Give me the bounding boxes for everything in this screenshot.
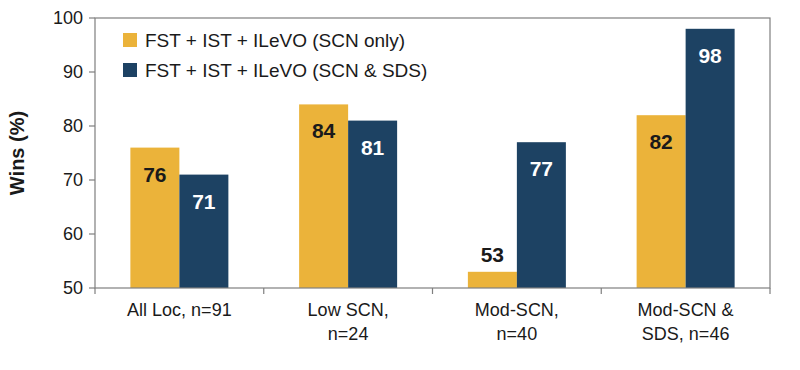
x-tick-label: Low SCN, n=24 (308, 300, 389, 344)
chart-container: 76 84 53 82 71 81 77 98 50 60 70 80 90 100 All Loc, n=… (0, 0, 800, 370)
bar (179, 175, 228, 288)
x-tick-label: Mod-SCN, n=40 (475, 300, 559, 344)
legend-swatch (123, 63, 137, 77)
data-label: 71 (192, 190, 216, 213)
bar (686, 29, 735, 288)
x-tick-label-line: Low SCN, (308, 300, 389, 320)
legend-swatch (123, 33, 137, 47)
x-tick-label-line: n=24 (328, 324, 369, 344)
x-tick-label-line: n=40 (497, 324, 538, 344)
y-tick-label: 50 (63, 278, 83, 298)
legend-label: FST + IST + ILeVO (SCN & SDS) (145, 60, 427, 81)
y-tick (89, 233, 95, 234)
data-label: 77 (530, 157, 553, 180)
x-tick-label: All Loc, n=91 (127, 300, 232, 320)
y-tick-label: 70 (63, 170, 83, 190)
x-tick (601, 288, 602, 294)
x-tick (263, 288, 264, 294)
bars (130, 29, 734, 288)
data-label: 84 (312, 119, 336, 142)
legend: FST + IST + ILeVO (SCN only) FST + IST + … (123, 30, 427, 81)
data-label: 81 (361, 136, 385, 159)
data-label: 82 (649, 130, 672, 153)
y-tick (89, 179, 95, 180)
y-tick-label: 60 (63, 224, 83, 244)
x-tick-label-line: All Loc, n=91 (127, 300, 232, 320)
x-tick (432, 288, 433, 294)
data-label: 76 (143, 163, 166, 186)
bar (130, 148, 179, 288)
x-tick-label-line: Mod-SCN, (475, 300, 559, 320)
chart-svg: 76 84 53 82 71 81 77 98 50 60 70 80 90 100 All Loc, n=… (0, 0, 800, 370)
x-tick-label: Mod-SCN & SDS, n=46 (638, 300, 734, 344)
plot-frame (95, 18, 770, 288)
y-tick-label: 90 (63, 62, 83, 82)
data-labels: 76 84 53 82 71 81 77 98 (143, 44, 722, 266)
bar (468, 272, 517, 288)
x-tick-label-line: SDS, n=46 (642, 324, 730, 344)
y-tick (89, 125, 95, 126)
y-tick (89, 71, 95, 72)
bar (299, 104, 348, 288)
y-tick (89, 287, 95, 288)
y-tick (89, 17, 95, 18)
x-tick (769, 288, 770, 294)
y-tick-label: 100 (53, 8, 83, 28)
data-label: 98 (698, 44, 722, 67)
bar (517, 142, 566, 288)
bar (637, 115, 686, 288)
bar (348, 121, 397, 288)
legend-label: FST + IST + ILeVO (SCN only) (145, 30, 405, 51)
x-tick (94, 288, 95, 294)
y-axis-label: Wins (%) (6, 111, 28, 195)
data-label: 53 (481, 243, 504, 266)
x-tick-label-line: Mod-SCN & (638, 300, 734, 320)
y-tick-label: 80 (63, 116, 83, 136)
